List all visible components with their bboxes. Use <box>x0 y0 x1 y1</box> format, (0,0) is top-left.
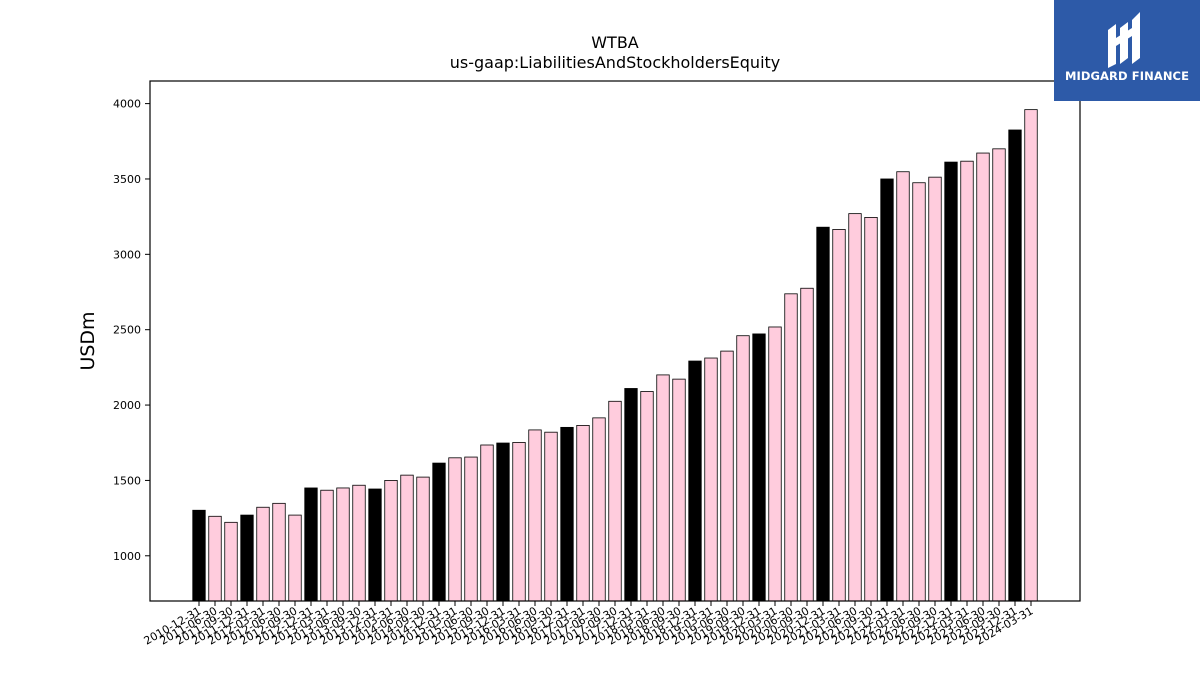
bar-2023-06-30 <box>976 152 990 602</box>
bar-2020-09-30 <box>800 287 814 602</box>
plot-frame <box>149 80 1081 602</box>
bar-2011-06-30 <box>208 515 222 602</box>
bar-2019-09-30 <box>736 335 750 602</box>
bar-2017-09-30 <box>608 400 622 602</box>
bar-2016-06-30 <box>528 429 542 602</box>
x-ticks-group: 2010-12-312011-06-302011-09-302011-12-31… <box>142 601 1036 648</box>
y-tick-label: 1500 <box>113 474 141 487</box>
y-tick-label: 4000 <box>113 98 141 111</box>
chart-title: WTBA <box>591 33 639 52</box>
bar-2021-03-31 <box>832 229 846 602</box>
bar-2020-03-31 <box>768 326 782 602</box>
bar-2015-09-30 <box>480 444 494 602</box>
bar-2022-12-31 <box>944 161 958 602</box>
bar-2011-12-31 <box>240 514 254 602</box>
bar-2015-06-30 <box>464 456 478 602</box>
bar-2019-12-31 <box>752 333 766 602</box>
bar-2021-06-30 <box>848 213 862 602</box>
bar-2013-06-30 <box>336 487 350 602</box>
midgard-logo-mark-icon <box>1108 12 1140 68</box>
y-ticks-group: 1000 1500 2000 2500 3000 3500 4000 <box>113 98 150 563</box>
bar-2012-12-31 <box>304 487 318 602</box>
bar-2015-03-31 <box>448 457 462 602</box>
bar-2019-06-30 <box>720 350 734 602</box>
bar-2013-12-31 <box>368 488 382 602</box>
bar-2012-06-30 <box>272 502 286 602</box>
bar-2022-06-30 <box>912 182 926 602</box>
chart-subtitle: us-gaap:LiabilitiesAndStockholdersEquity <box>450 53 781 72</box>
bar-2018-12-31 <box>688 360 702 602</box>
bar-2020-06-30 <box>784 293 798 602</box>
brand-logo: MIDGARD FINANCE <box>1054 0 1200 101</box>
bar-2011-09-30 <box>224 521 238 602</box>
bars-group <box>192 109 1038 602</box>
brand-name: MIDGARD FINANCE <box>1064 69 1190 83</box>
bar-2021-12-31 <box>880 178 894 602</box>
bar-2023-09-30 <box>992 148 1006 602</box>
y-axis-label: USDm <box>77 311 99 370</box>
y-tick-label: 1000 <box>113 550 141 563</box>
bar-2017-12-31 <box>624 388 638 602</box>
bar-2017-06-30 <box>592 417 606 602</box>
bar-2014-06-30 <box>400 474 414 602</box>
y-tick-label: 3000 <box>113 248 141 261</box>
bar-2016-03-31 <box>512 442 526 602</box>
bar-2022-09-30 <box>928 176 942 602</box>
y-tick-label: 3500 <box>113 173 141 186</box>
bar-2017-03-31 <box>576 425 590 602</box>
bar-2023-03-31 <box>960 160 974 602</box>
bar-2014-12-31 <box>432 462 446 602</box>
bar-2012-09-30 <box>288 514 302 602</box>
bar-2022-03-31 <box>896 171 910 602</box>
bar-2012-03-31 <box>256 506 270 602</box>
y-tick-label: 2000 <box>113 399 141 412</box>
bar-2023-12-31 <box>1008 129 1022 602</box>
bar-2014-09-30 <box>416 476 430 602</box>
bar-2013-03-31 <box>320 489 334 602</box>
y-tick-label: 2500 <box>113 324 141 337</box>
bar-2013-09-30 <box>352 484 366 602</box>
bar-2024-03-31 <box>1024 109 1038 602</box>
bar-2015-12-31 <box>496 442 510 602</box>
bar-2014-03-31 <box>384 480 398 602</box>
bar-2018-06-30 <box>656 374 670 602</box>
bar-2016-09-30 <box>544 431 558 602</box>
bar-2021-09-30 <box>864 217 878 602</box>
bar-2019-03-31 <box>704 357 718 602</box>
bar-2010-12-31 <box>192 509 206 602</box>
bar-2018-03-31 <box>640 391 654 602</box>
bar-2020-12-31 <box>816 226 830 602</box>
bar-2018-09-30 <box>672 378 686 602</box>
bar-2016-12-31 <box>560 426 574 602</box>
